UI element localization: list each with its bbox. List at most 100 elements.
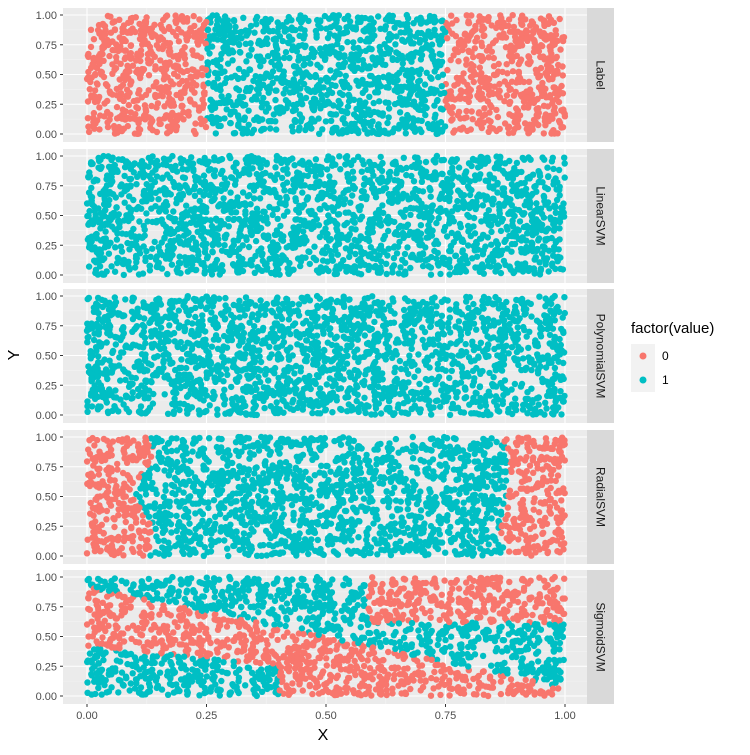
- data-point: [392, 41, 398, 47]
- data-point: [561, 155, 567, 161]
- data-point: [298, 25, 304, 31]
- data-point: [419, 324, 425, 330]
- data-point: [465, 223, 471, 229]
- data-point: [422, 344, 428, 350]
- data-point: [425, 121, 431, 127]
- data-point: [290, 224, 296, 230]
- data-point: [384, 271, 390, 277]
- data-point: [242, 221, 248, 227]
- data-point: [463, 256, 469, 262]
- data-point: [310, 219, 316, 225]
- data-point: [303, 237, 309, 243]
- data-point: [537, 170, 543, 176]
- data-point: [392, 365, 398, 371]
- data-point: [100, 188, 106, 194]
- data-point: [172, 338, 178, 344]
- data-point: [335, 35, 341, 41]
- data-point: [208, 264, 214, 270]
- data-point: [319, 249, 325, 255]
- data-point: [366, 94, 372, 100]
- data-point: [554, 197, 560, 203]
- data-point: [452, 159, 458, 165]
- data-point: [374, 55, 380, 61]
- data-point: [506, 16, 512, 22]
- data-point: [345, 13, 351, 19]
- data-point: [323, 234, 329, 240]
- data-point: [491, 175, 497, 181]
- data-point: [480, 248, 486, 254]
- data-point: [560, 200, 566, 206]
- data-point: [105, 243, 111, 249]
- data-point: [425, 263, 431, 269]
- data-point: [104, 182, 110, 188]
- data-point: [258, 127, 264, 133]
- data-point: [454, 75, 460, 81]
- data-point: [375, 89, 381, 95]
- data-point: [501, 239, 507, 245]
- data-point: [292, 117, 298, 123]
- data-point: [162, 204, 168, 210]
- data-point: [457, 94, 463, 100]
- data-point: [336, 241, 342, 247]
- facet-strip-label: RadialSVM: [594, 467, 608, 527]
- data-point: [169, 153, 175, 159]
- data-point: [192, 131, 198, 137]
- data-point: [388, 218, 394, 224]
- data-point: [218, 70, 224, 76]
- data-point: [491, 63, 497, 69]
- data-point: [291, 76, 297, 82]
- data-point: [343, 210, 349, 216]
- data-point: [362, 112, 368, 118]
- data-point: [439, 171, 445, 177]
- data-point: [337, 166, 343, 172]
- data-point: [397, 165, 403, 171]
- data-point: [135, 204, 141, 210]
- data-point: [494, 241, 500, 247]
- data-point: [397, 358, 403, 364]
- data-point: [481, 271, 487, 277]
- data-point: [328, 118, 334, 124]
- data-point: [218, 123, 224, 129]
- data-point: [541, 130, 547, 136]
- data-point: [491, 183, 497, 189]
- data-point: [428, 194, 434, 200]
- data-point: [233, 249, 239, 255]
- data-point: [409, 252, 415, 258]
- data-point: [527, 59, 533, 65]
- data-point: [338, 79, 344, 85]
- data-point: [349, 192, 355, 198]
- data-point: [397, 264, 403, 270]
- data-point: [300, 320, 306, 326]
- data-point: [444, 195, 450, 201]
- data-point: [505, 23, 511, 29]
- data-point: [221, 115, 227, 121]
- data-point: [422, 257, 428, 263]
- data-point: [337, 90, 343, 96]
- data-point: [428, 272, 434, 278]
- data-point: [557, 16, 563, 22]
- data-point: [86, 263, 92, 269]
- data-point: [415, 206, 421, 212]
- data-point: [284, 244, 290, 250]
- data-point: [561, 34, 567, 40]
- data-point: [201, 172, 207, 178]
- data-point: [100, 304, 106, 310]
- data-point: [342, 196, 348, 202]
- data-point: [169, 262, 175, 268]
- data-point: [384, 45, 390, 51]
- data-point: [311, 244, 317, 250]
- data-point: [114, 115, 120, 121]
- data-point: [371, 100, 377, 106]
- data-point: [547, 94, 553, 100]
- data-point: [410, 190, 416, 196]
- data-point: [247, 67, 253, 73]
- data-point: [400, 56, 406, 62]
- data-point: [272, 97, 278, 103]
- data-point: [403, 124, 409, 130]
- data-point: [359, 169, 365, 175]
- data-point: [220, 195, 226, 201]
- data-point: [401, 155, 407, 161]
- data-point: [375, 13, 381, 19]
- data-point: [128, 42, 134, 48]
- data-point: [346, 178, 352, 184]
